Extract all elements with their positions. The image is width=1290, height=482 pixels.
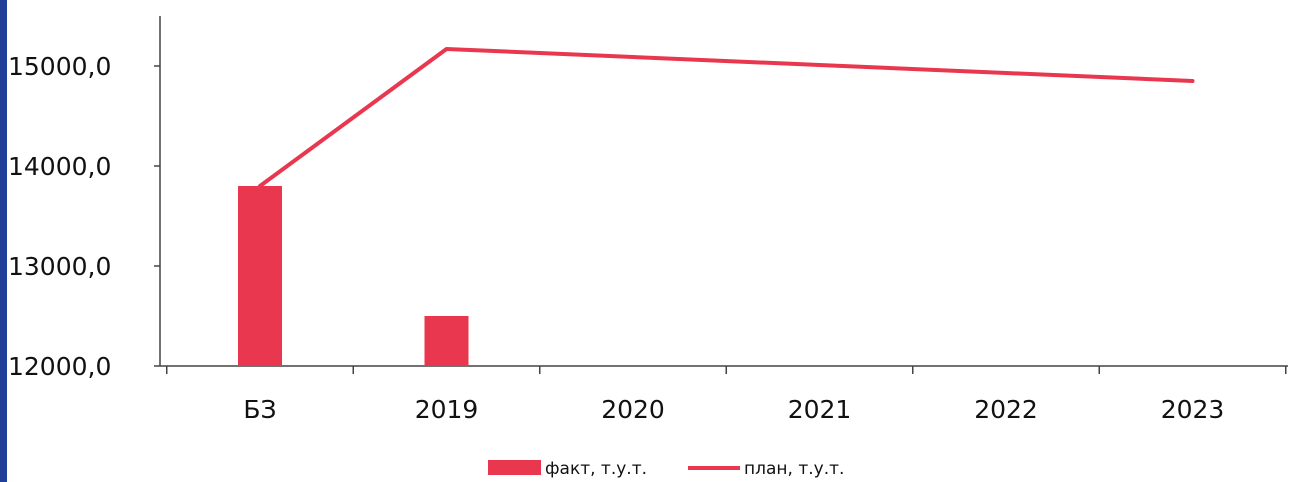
bar-fact bbox=[424, 316, 469, 366]
legend-label-fact: факт, т.у.т. bbox=[545, 459, 647, 479]
legend-swatch-fact bbox=[488, 460, 541, 475]
line-plan-path bbox=[258, 47, 1195, 188]
y-tick-label: 14000,0 bbox=[8, 152, 111, 181]
plan-line bbox=[258, 47, 1195, 188]
bar-fact bbox=[238, 186, 282, 366]
x-tick-label: 2020 bbox=[601, 395, 665, 424]
x-tick-label: 2019 bbox=[415, 395, 479, 424]
legend-label-plan: план, т.у.т. bbox=[744, 459, 844, 479]
y-tick-label: 12000,0 bbox=[8, 352, 111, 381]
left-border bbox=[0, 0, 7, 482]
bars bbox=[238, 186, 469, 366]
legend: факт, т.у.т. план, т.у.т. bbox=[488, 459, 844, 479]
y-tick-label: 15000,0 bbox=[8, 52, 111, 81]
x-tick-label: БЗ bbox=[243, 395, 276, 424]
axes bbox=[154, 16, 1288, 374]
x-tick-labels: БЗ 2019 2020 2021 2022 2023 bbox=[243, 395, 1224, 424]
y-tick-labels: 12000,0 13000,0 14000,0 15000,0 bbox=[8, 52, 111, 381]
x-tick-label: 2023 bbox=[1161, 395, 1225, 424]
y-tick-label: 13000,0 bbox=[8, 252, 111, 281]
x-tick-label: 2022 bbox=[974, 395, 1038, 424]
x-tick-label: 2021 bbox=[788, 395, 852, 424]
